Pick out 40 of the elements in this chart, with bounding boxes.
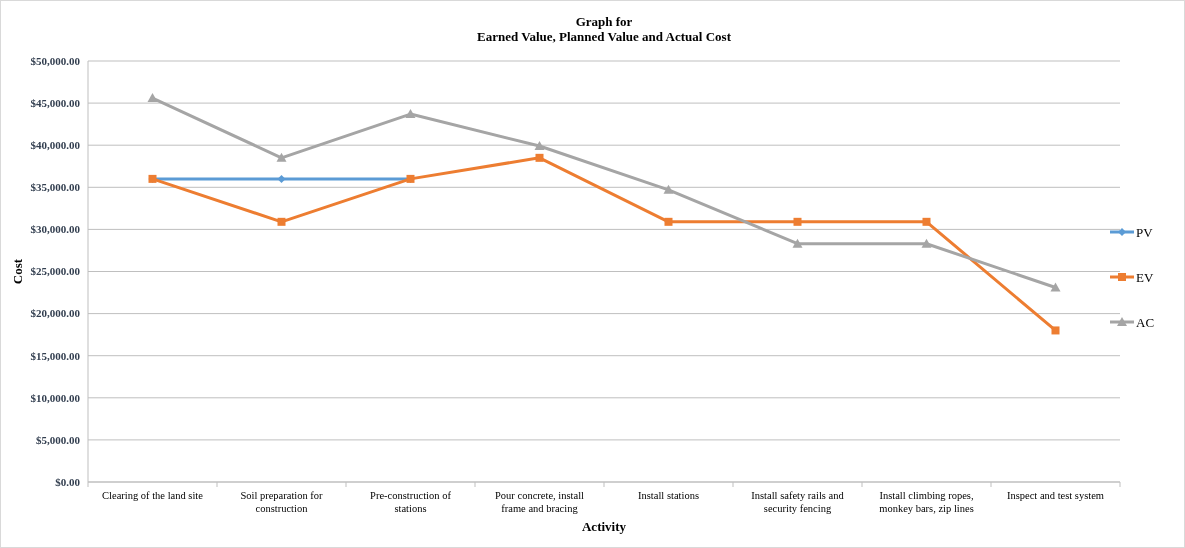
x-tick-label: Soil preparation for construction <box>240 490 324 514</box>
point <box>535 153 544 162</box>
y-tick-label: $5,000.00 <box>36 433 81 446</box>
x-tick-label: Install climbing ropes, monkey bars, zip lines <box>879 490 974 514</box>
y-tick-label: $35,000.00 <box>30 181 81 194</box>
point <box>664 217 673 226</box>
y-axis-title: Cost <box>10 258 25 285</box>
point <box>534 141 545 151</box>
x-tick-label: Inspect and test system <box>1006 490 1105 501</box>
point <box>792 238 803 248</box>
point <box>1050 282 1061 292</box>
y-tick-label: $25,000.00 <box>30 265 81 278</box>
y-tick-label: $50,000.00 <box>30 54 81 67</box>
point <box>793 217 802 226</box>
point <box>922 217 931 226</box>
point <box>663 184 674 194</box>
y-tick-label: $20,000.00 <box>30 307 81 320</box>
legend-label: AC <box>1136 314 1155 330</box>
point <box>405 109 416 119</box>
y-tick-label: $15,000.00 <box>30 349 81 362</box>
point <box>1051 326 1060 335</box>
point <box>277 217 286 226</box>
y-tick-label: $45,000.00 <box>30 96 81 109</box>
y-tick-label: $30,000.00 <box>30 223 81 236</box>
point <box>147 93 158 103</box>
legend-label: PV <box>1136 224 1154 240</box>
chart-title: Graph for Earned Value, Planned Value and Actual Cost <box>477 14 732 44</box>
x-tick-label: Pour concrete, install frame and bracing <box>495 490 585 514</box>
x-tick-label: Pre-construction of stations <box>370 490 452 514</box>
y-tick-label: $0.00 <box>55 475 81 488</box>
x-tick-label: Install safety rails and security fencing <box>751 490 845 514</box>
x-axis-title: Activity <box>581 519 627 534</box>
y-tick-label: $10,000.00 <box>30 391 81 404</box>
y-tick-label: $40,000.00 <box>30 139 81 152</box>
x-tick-label: Install stations <box>638 490 699 501</box>
point <box>921 238 932 248</box>
point <box>277 174 286 183</box>
x-tick-label: Clearing of the land site <box>102 490 204 501</box>
point <box>276 152 287 162</box>
legend-label: EV <box>1136 269 1154 285</box>
